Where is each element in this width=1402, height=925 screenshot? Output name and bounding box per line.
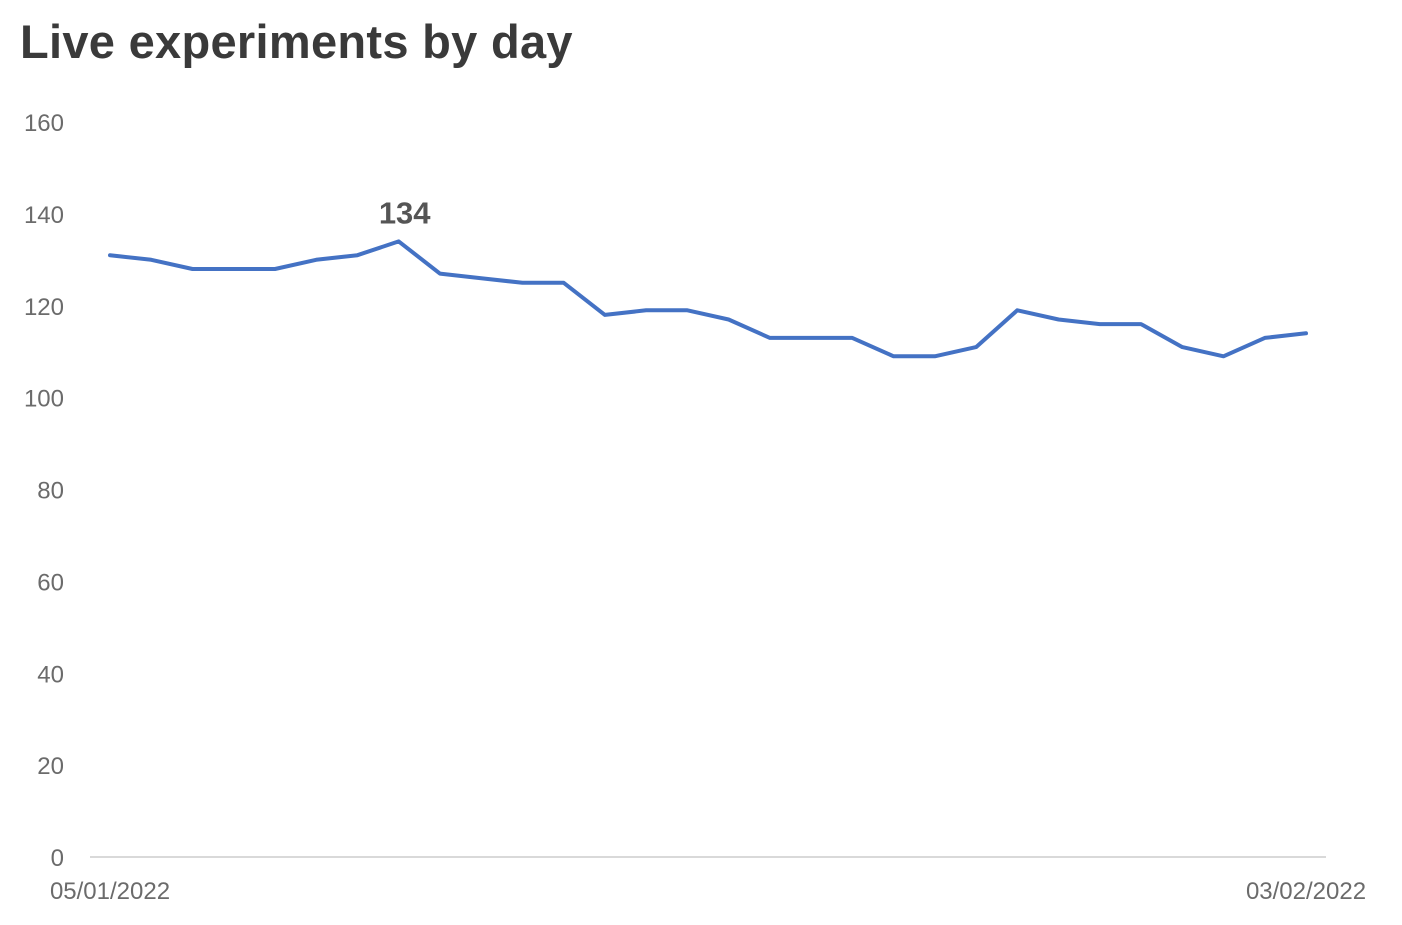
y-tick-label: 60 [37,569,64,596]
y-tick-label: 20 [37,753,64,780]
data-label: 134 [379,195,431,230]
series-layer [108,239,1308,359]
y-tick-label: 120 [24,294,64,321]
y-tick-label: 0 [51,845,64,872]
series-line [108,239,1308,359]
x-axis: 05/01/2022 03/02/2022 [50,878,1366,905]
y-tick-label: 80 [37,478,64,505]
x-tick-label: 05/01/2022 [50,878,170,905]
y-tick-label: 100 [24,386,64,413]
x-tick-label: 03/02/2022 [1246,878,1366,905]
annotation-layer: 134 [379,195,431,230]
y-tick-label: 160 [24,110,64,137]
y-axis: 0 20 40 60 80 100 120 140 160 [24,110,64,872]
y-tick-label: 40 [37,661,64,688]
chart-title: Live experiments by day [20,15,573,68]
y-tick-label: 140 [24,202,64,229]
